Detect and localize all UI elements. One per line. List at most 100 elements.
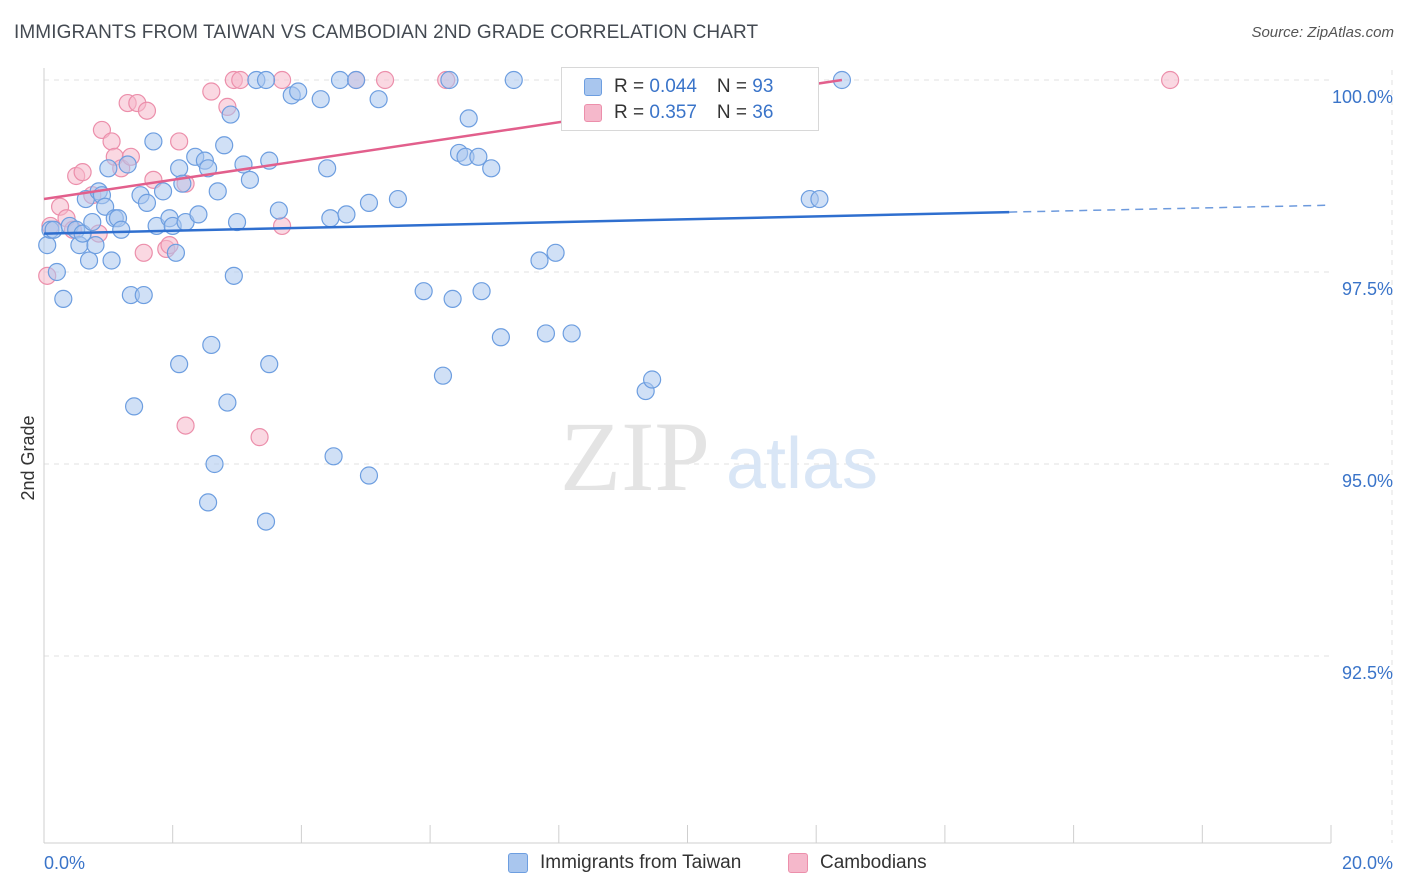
cambodian-point (170, 132, 189, 151)
taiwan-point (337, 205, 356, 224)
taiwan-point (189, 205, 208, 224)
watermark-zip: ZIP (560, 401, 710, 512)
cambodian-point (176, 416, 195, 435)
cambodian-point (272, 216, 292, 236)
series-label-cambodians: Cambodians (820, 852, 927, 873)
taiwan-point (318, 159, 337, 178)
points-taiwan (38, 70, 852, 531)
taiwan-point (260, 355, 279, 374)
y-axis-label: 2nd Grade (18, 415, 38, 500)
taiwan-point (472, 282, 491, 301)
taiwan-point (491, 328, 510, 347)
taiwan-point (388, 189, 408, 209)
taiwan-point (134, 285, 153, 305)
legend-r-label: R = (614, 102, 650, 123)
cambodian-point (1161, 70, 1180, 90)
taiwan-point (227, 212, 247, 232)
cambodian-point (134, 243, 153, 262)
stats-legend: R = 0.044 N = 93 R = 0.357 N = 36 (561, 67, 819, 131)
taiwan-point (215, 136, 234, 155)
taiwan-point (536, 324, 556, 343)
watermark-atlas: atlas (726, 424, 878, 504)
series-swatch-taiwan (508, 853, 528, 873)
taiwan-point (414, 282, 433, 301)
taiwan-point (102, 251, 121, 270)
chart-title: IMMIGRANTS FROM TAIWAN VS CAMBODIAN 2ND … (14, 22, 759, 43)
x-tick-label: 20.0% (1342, 853, 1393, 873)
taiwan-point (240, 170, 260, 189)
taiwan-point (443, 289, 462, 308)
legend-r-value: 0.357 (649, 102, 697, 123)
x-tick-label: 0.0% (44, 853, 85, 873)
source-label: Source: ZipAtlas.com (1251, 24, 1394, 41)
taiwan-point (469, 147, 488, 166)
taiwan-point (170, 159, 189, 178)
taiwan-point (124, 397, 144, 416)
legend-n-label: N = (716, 76, 753, 97)
taiwan-point (810, 189, 829, 209)
taiwan-point (221, 105, 240, 124)
taiwan-point (330, 70, 350, 90)
cambodian-point (202, 82, 221, 101)
series-legend: Immigrants from Taiwan Cambodians (0, 852, 1406, 878)
taiwan-point (99, 159, 118, 178)
taiwan-point (144, 132, 163, 151)
taiwan-point (112, 220, 131, 239)
legend-row-cambodians: R = 0.357 N = 36 (584, 100, 773, 126)
y-tick-label: 97.5% (1342, 279, 1393, 299)
taiwan-point (47, 262, 66, 282)
taiwan-point (482, 159, 501, 178)
series-label-taiwan: Immigrants from Taiwan (540, 852, 742, 873)
taiwan-point (202, 335, 221, 355)
y-tick-label: 95.0% (1342, 471, 1393, 491)
taiwan-point (205, 454, 224, 474)
taiwan-point (440, 70, 459, 90)
taiwan-point (289, 82, 308, 101)
cambodian-point (272, 70, 292, 90)
taiwan-point (38, 236, 57, 255)
taiwan-point (83, 212, 102, 232)
legend-n-value: 36 (752, 102, 774, 123)
legend-swatch-cambodians (584, 104, 602, 122)
taiwan-point (311, 90, 330, 109)
taiwan-point (546, 243, 565, 262)
taiwan-point (256, 70, 276, 90)
legend-swatch-taiwan (584, 78, 602, 96)
taiwan-point (170, 355, 189, 374)
cambodian-point (137, 101, 157, 120)
trend-line-taiwan-extension (1009, 204, 1332, 213)
taiwan-point (198, 159, 218, 178)
taiwan-point (643, 370, 662, 389)
tick-labels: 100.0% 97.5% 95.0% 92.5% 0.0% 20.0% (44, 87, 1393, 873)
cambodian-point (231, 70, 250, 90)
taiwan-point (54, 289, 73, 308)
taiwan-point (359, 466, 379, 485)
cambodian-point (73, 163, 92, 182)
taiwan-point (137, 193, 157, 212)
taiwan-point (346, 70, 366, 90)
cambodian-point (102, 132, 121, 151)
taiwan-point (369, 90, 388, 109)
taiwan-point (324, 447, 343, 466)
legend-row-taiwan: R = 0.044 N = 93 (584, 74, 773, 100)
trend-line-taiwan (43, 210, 1010, 235)
taiwan-point (79, 251, 99, 270)
series-swatch-cambodians (788, 853, 808, 873)
taiwan-point (359, 193, 379, 212)
taiwan-point (321, 209, 340, 228)
taiwan-point (459, 109, 478, 128)
taiwan-point (86, 236, 105, 255)
taiwan-point (208, 182, 227, 201)
taiwan-point (530, 251, 549, 270)
legend-n-label: N = (716, 102, 753, 123)
taiwan-point (224, 266, 243, 285)
legend-n-value: 93 (752, 76, 774, 97)
series-legend-taiwan[interactable]: Immigrants from Taiwan (508, 852, 741, 874)
taiwan-point (166, 243, 186, 262)
cambodian-point (375, 70, 395, 90)
taiwan-point (198, 493, 218, 512)
taiwan-point (504, 70, 523, 90)
series-legend-cambodians[interactable]: Cambodians (788, 852, 927, 874)
cambodian-point (250, 428, 269, 447)
